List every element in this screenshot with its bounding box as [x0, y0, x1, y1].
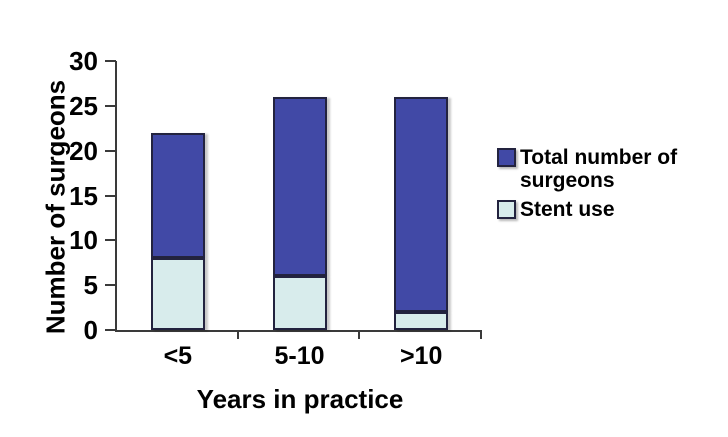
- y-tick-30: [105, 60, 116, 62]
- y-tick-label-20: 20: [69, 135, 98, 166]
- x-tick-3: [480, 331, 482, 339]
- y-tick-5: [105, 284, 116, 287]
- x-axis-ticks: [117, 331, 482, 340]
- y-tick-label-25: 25: [69, 90, 98, 121]
- legend-item-stent-use: Stent use: [497, 198, 722, 221]
- bar-stent-use-<5: [150, 258, 205, 330]
- bar-total-surgeons-5-10: [272, 96, 327, 277]
- y-axis-ticks: [105, 60, 116, 331]
- y-tick-label-0: 0: [83, 315, 98, 345]
- legend-item-total-surgeons: Total number of surgeons: [497, 146, 722, 192]
- y-tick-20: [105, 149, 116, 152]
- legend: Total number of surgeons Stent use: [497, 146, 722, 227]
- y-tick-label-10: 10: [69, 225, 98, 256]
- x-tick-label->10: >10: [399, 342, 443, 370]
- x-axis-title: Years in practice: [196, 384, 404, 414]
- legend-swatch-total-surgeons: [497, 148, 516, 167]
- y-tick-label-30: 30: [69, 46, 98, 76]
- x-tick-1: [236, 331, 239, 339]
- bar-total-surgeons-<5: [150, 132, 205, 259]
- y-tick-10: [105, 239, 116, 242]
- legend-label-total-surgeons: Total number of surgeons: [520, 146, 678, 192]
- x-tick-label-<5: <5: [163, 342, 193, 370]
- y-tick-0: [105, 329, 116, 331]
- plot-area: [115, 61, 482, 332]
- y-axis-tick-labels: 0 5 10 15 20 25 30: [28, 48, 98, 343]
- y-tick-label-5: 5: [83, 270, 98, 301]
- bar-stent-use->10: [394, 312, 449, 330]
- y-tick-15: [105, 194, 116, 197]
- bar-total-surgeons->10: [394, 96, 449, 313]
- x-tick-label-5-10: 5-10: [274, 342, 325, 370]
- y-tick-label-15: 15: [69, 180, 98, 211]
- legend-label-stent-use: Stent use: [520, 198, 615, 221]
- x-axis-tick-labels: <5 5-10 >10: [117, 342, 482, 372]
- y-tick-25: [105, 104, 116, 107]
- legend-swatch-stent-use: [497, 200, 516, 219]
- bar-stent-use-5-10: [272, 276, 327, 330]
- x-tick-2: [358, 331, 361, 339]
